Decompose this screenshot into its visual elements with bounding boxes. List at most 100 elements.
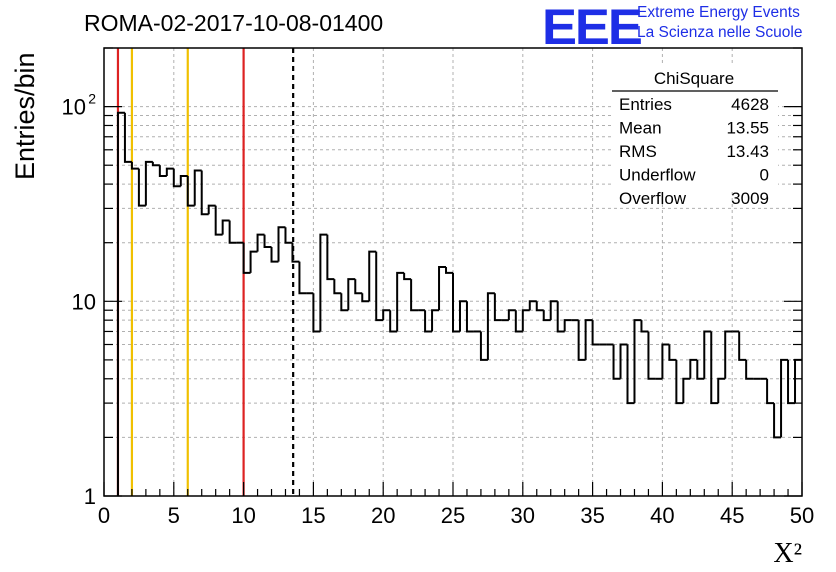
axes-layer (103, 47, 803, 497)
histogram-bin (717, 377, 726, 404)
histogram-bin (493, 293, 502, 322)
y-tick-label-exponent: 2 (88, 91, 96, 107)
histogram-bin (438, 266, 447, 311)
histogram-bin (214, 205, 223, 236)
histogram-bin (452, 272, 460, 333)
histogram-bin (193, 169, 202, 206)
stats-row-value: 13.43 (726, 142, 769, 161)
y-tick-label: 10 (62, 95, 86, 120)
histogram-bin (368, 250, 377, 302)
histogram-bin (172, 168, 181, 188)
histogram-bin (647, 331, 656, 380)
histogram-bin (151, 161, 160, 167)
histogram-bin (724, 330, 733, 379)
histogram-bin (284, 227, 293, 244)
histogram-bin (794, 358, 802, 404)
histogram-bin (256, 233, 265, 252)
histogram-bin (521, 309, 530, 332)
histogram-bin (661, 343, 670, 379)
stats-row-value: 3009 (731, 189, 769, 208)
y-tick-label: 1 (84, 484, 96, 509)
histogram-bin (689, 358, 698, 379)
stats-row-label: Underflow (619, 166, 696, 185)
histogram-bin (612, 344, 621, 380)
x-axis-label: X² (773, 538, 802, 569)
histogram-bin (410, 279, 419, 312)
histogram-bin (542, 310, 551, 322)
histogram-bin (766, 378, 775, 405)
histogram-bin (228, 220, 237, 244)
histogram-bin (221, 219, 230, 235)
histogram-bin (787, 359, 796, 405)
histogram-bin (333, 279, 342, 295)
histogram-bin (403, 272, 412, 281)
histogram-bin (591, 320, 600, 346)
histogram-bin (668, 344, 677, 361)
histogram-bin (354, 279, 363, 295)
x-tick-label: 20 (371, 503, 395, 528)
histogram-bin (298, 261, 307, 295)
histogram-bin (549, 300, 558, 321)
histogram-bin (633, 319, 642, 404)
histogram-bin (682, 377, 691, 404)
x-tick-label: 40 (650, 503, 674, 528)
y-tick-label: 10 (72, 289, 96, 314)
histogram-bin (465, 301, 474, 333)
histogram-bin (675, 359, 684, 405)
stats-row-label: Overflow (619, 189, 687, 208)
histogram-bin (200, 170, 209, 216)
histogram-bin (703, 330, 712, 379)
stats-box: ChiSquare Entries 4628 Mean 13.55 RMS 13.43 Un… (612, 64, 778, 208)
histogram-bin (263, 234, 272, 249)
x-tick-label: 25 (441, 503, 465, 528)
histogram-bin (165, 167, 174, 177)
run-title: ROMA-02-2017-10-08-01400 (84, 10, 384, 36)
histogram-bin (116, 111, 125, 496)
histogram-bin (144, 160, 153, 206)
histogram-bin (745, 359, 754, 380)
histogram-bin (514, 310, 523, 333)
histogram-bin (696, 359, 705, 380)
histogram-bin (319, 233, 328, 332)
x-tick-label: 15 (301, 503, 325, 528)
histogram-bin (361, 293, 370, 303)
histogram-bin (556, 301, 565, 333)
histogram-bin (584, 319, 593, 360)
stats-row-value: 4628 (731, 95, 769, 114)
logo-caption-line1: Extreme Energy Events (637, 4, 800, 21)
histogram-bin (270, 247, 279, 263)
histogram-bin (528, 300, 537, 311)
stats-box-title: ChiSquare (654, 69, 734, 88)
histogram-bin (626, 344, 635, 405)
histogram-bin (277, 226, 286, 262)
histogram-bin (431, 309, 440, 332)
histogram-bin (137, 168, 146, 207)
x-tick-label: 30 (511, 503, 535, 528)
histogram-bin (207, 204, 216, 215)
histogram-bin (179, 175, 188, 187)
histogram-bin (507, 309, 516, 321)
histogram-bin (738, 331, 747, 361)
histogram-bin (577, 320, 586, 361)
stats-row-label: Entries (619, 95, 672, 114)
histogram-bin (291, 242, 300, 263)
x-tick-label: 45 (720, 503, 744, 528)
stats-row-value: 0 (760, 166, 769, 185)
histogram-bin (389, 310, 398, 333)
histogram-bin (249, 250, 258, 273)
histogram-bin (123, 112, 132, 163)
histogram-bin (458, 300, 467, 332)
x-tick-label: 5 (168, 503, 180, 528)
stats-row-value: 13.55 (726, 119, 769, 138)
histogram-bin (130, 161, 139, 170)
y-axis-label: Entries/bin (10, 52, 40, 180)
x-tick-label: 50 (790, 503, 814, 528)
histogram-bin (186, 176, 195, 207)
histogram-bin (780, 358, 789, 438)
stats-row-label: RMS (619, 142, 657, 161)
histogram-bin (563, 319, 572, 332)
x-tick-label: 35 (580, 503, 604, 528)
histogram-bin (535, 301, 544, 312)
histogram-bin (445, 267, 453, 274)
histogram-bin (312, 293, 321, 333)
